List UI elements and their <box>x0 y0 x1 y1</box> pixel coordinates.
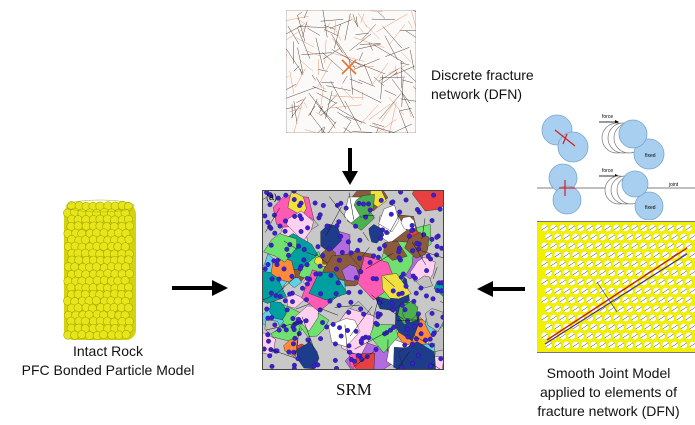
srm-label: SRM <box>336 380 372 399</box>
force-label-top: force <box>602 114 613 120</box>
dfn-network-graphic <box>286 10 416 133</box>
smooth-joint-diagrams: force fixed joint force fixed <box>537 114 695 220</box>
intact-rock-cylinder <box>62 198 138 346</box>
intact-rock-caption-line2: PFC Bonded Particle Model <box>21 362 195 378</box>
smooth-joint-caption-line1: Smooth Joint Model <box>546 365 671 381</box>
intact-rock-caption: Intact Rock PFC Bonded Particle Model <box>2 342 214 380</box>
smooth-joint-caption: Smooth Joint Model applied to elements o… <box>522 364 695 421</box>
srm-mosaic-graphic <box>263 191 443 369</box>
arrow-right <box>172 280 228 296</box>
dfn-image <box>286 10 416 133</box>
contact-diagram-bottom: joint force fixed <box>537 163 695 220</box>
arrow-left <box>477 281 525 297</box>
fixed-label-top: fixed <box>645 153 656 159</box>
smooth-joint-panel <box>537 221 695 353</box>
intact-rock-caption-line1: Intact Rock <box>72 343 144 359</box>
dfn-caption-line1: Discrete fracture <box>431 67 534 83</box>
dfn-caption-line2: network (DFN) <box>431 86 523 102</box>
smooth-joint-schematic: force fixed joint force fixed <box>537 108 695 220</box>
smooth-joint-caption-line3: fracture network (DFN) <box>537 403 680 419</box>
joint-label: joint <box>668 182 679 188</box>
srm-image: (a) <box>262 190 444 370</box>
smooth-joint-particles-graphic <box>537 222 695 352</box>
srm-panel-label: (a) <box>266 192 277 202</box>
smooth-joint-caption-line2: applied to elements of <box>540 384 677 400</box>
arrow-down <box>342 148 358 185</box>
contact-diagram-top: force fixed <box>541 114 665 170</box>
dfn-caption: Discrete fracture network (DFN) <box>431 66 534 104</box>
rock-particles-graphic <box>63 199 136 341</box>
force-label-bottom: force <box>602 168 613 174</box>
fixed-label-bottom: fixed <box>645 205 656 211</box>
